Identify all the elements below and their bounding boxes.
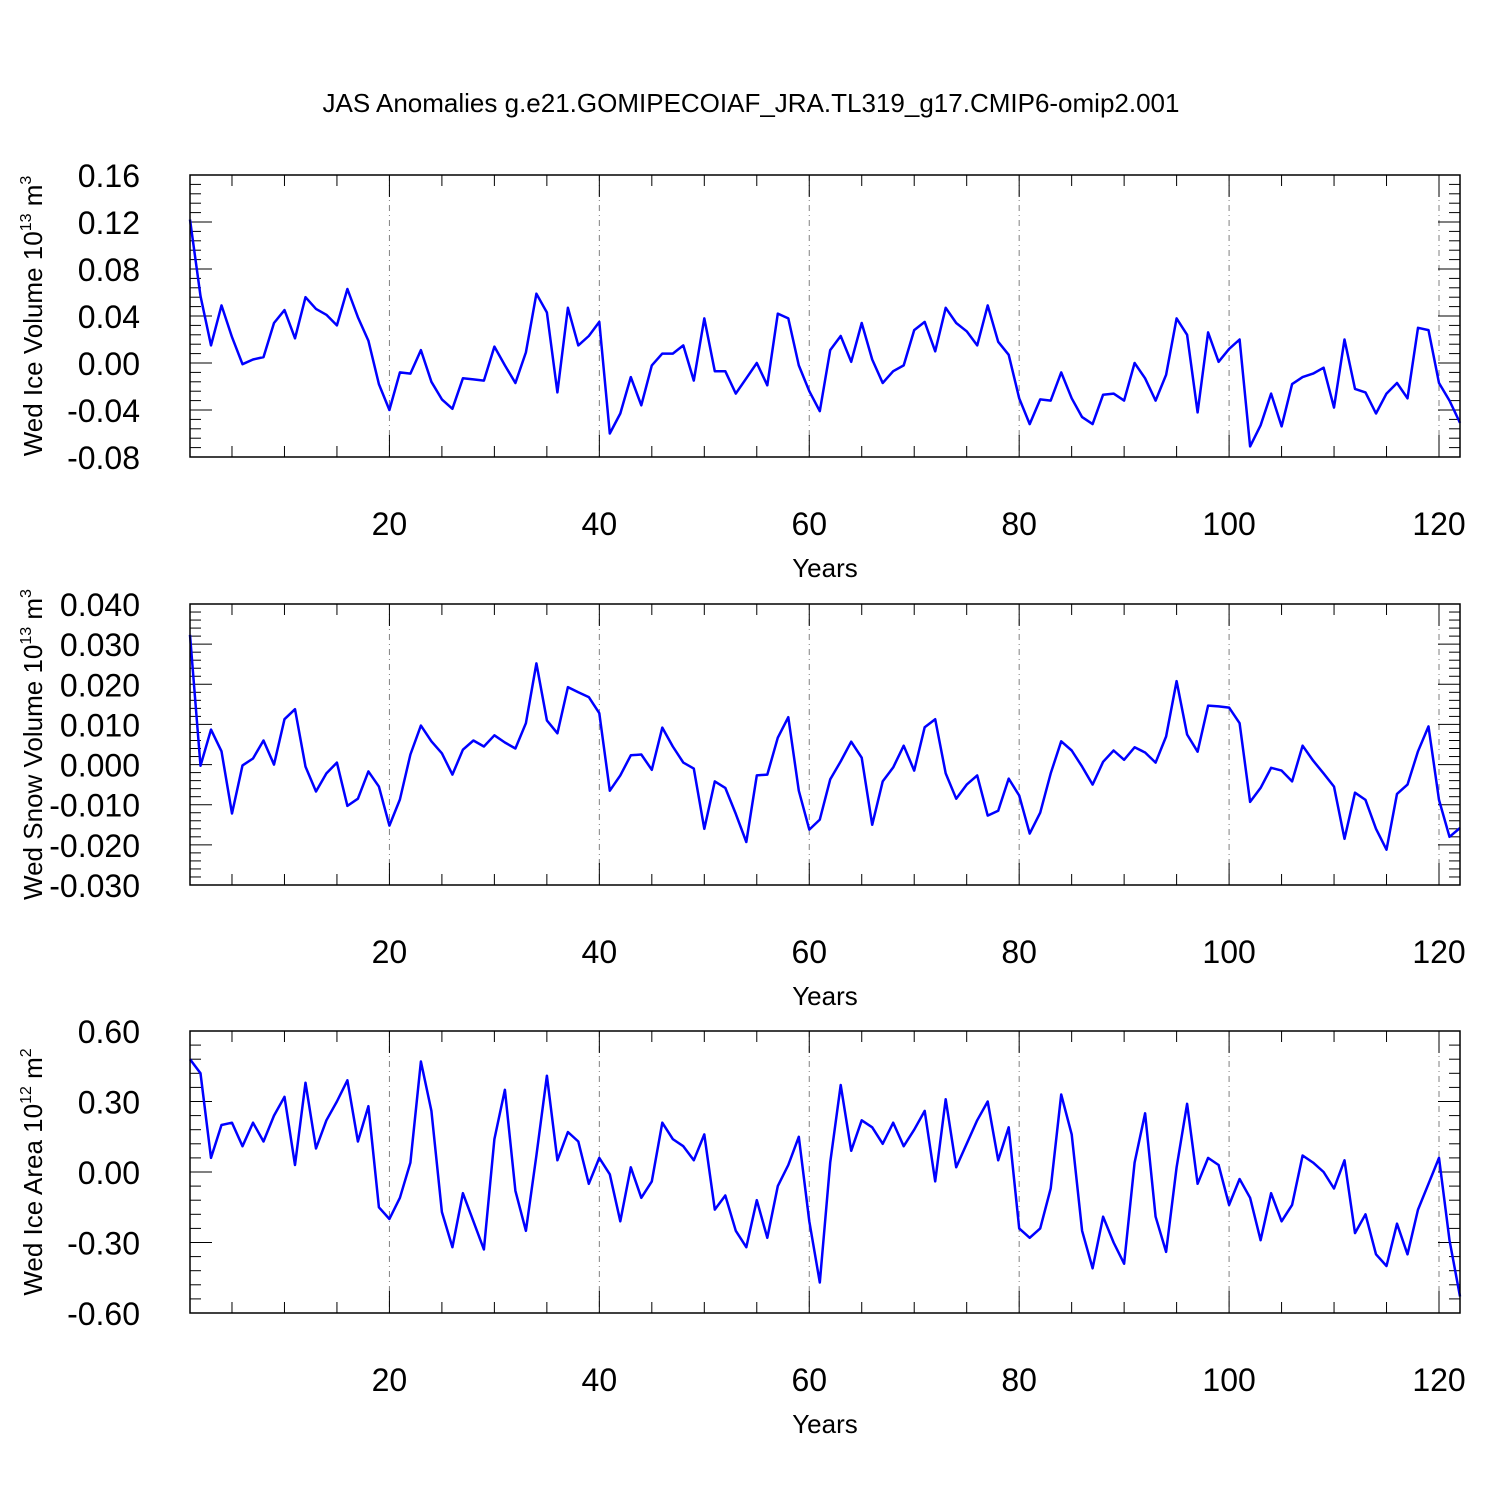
y-axis-label-superscript: 3 (18, 176, 35, 185)
x-tick-label: 80 (1001, 1362, 1037, 1398)
y-tick-label: -0.30 (67, 1226, 140, 1262)
y-axis-label-part: m (18, 185, 48, 214)
x-tick-label: 40 (582, 506, 618, 542)
x-tick-label: 120 (1412, 934, 1465, 970)
x-tick-label: 100 (1202, 506, 1255, 542)
x-axis-label: Years (792, 981, 858, 1011)
y-tick-label: 0.030 (60, 627, 140, 663)
y-tick-label: 0.60 (78, 1014, 140, 1050)
y-tick-label: 0.00 (78, 1155, 140, 1191)
y-tick-label: 0.12 (78, 205, 140, 241)
y-tick-label: -0.60 (67, 1296, 140, 1332)
x-tick-label: 100 (1202, 1362, 1255, 1398)
x-tick-label: 120 (1412, 506, 1465, 542)
chart-panel-1: 20 40 60 80 100 120 -0.08 -0.04 0.00 0.04 0.08 0.12… (18, 158, 1466, 583)
y-tick-label: 0.30 (78, 1085, 140, 1121)
y-tick-label: 0.010 (60, 707, 140, 743)
y-axis-label-part: m (18, 1057, 48, 1086)
y-axis-label-superscript: 2 (18, 1048, 35, 1057)
x-tick-label: 40 (582, 1362, 618, 1398)
y-tick-label: 0.00 (78, 346, 140, 382)
series-line (188, 219, 1462, 448)
y-axis-label-superscript: 13 (18, 627, 35, 645)
x-tick-label: 60 (791, 934, 827, 970)
x-tick-label: 80 (1001, 506, 1037, 542)
panels: 20 40 60 80 100 120 -0.08 -0.04 0.00 0.04 0.08 0.12… (18, 158, 1466, 1439)
y-axis-label: Wed Snow Volume 1013 m3 (18, 589, 48, 900)
y-tick-label: -0.020 (49, 828, 140, 864)
plot-frame (189, 174, 1461, 458)
y-axis-label-superscript: 12 (18, 1086, 35, 1104)
y-tick-label: 0.000 (60, 748, 140, 784)
y-axis-label-part: Wed Ice Volume 10 (18, 231, 48, 456)
chart-panel-3: 20 40 60 80 100 120 -0.60 -0.30 0.00 0.30 0.60 Year… (18, 1014, 1466, 1439)
x-tick-label: 20 (372, 1362, 408, 1398)
y-axis-label-part: Wed Ice Area 10 (18, 1104, 48, 1296)
chart-panel-2: 20 40 60 80 100 120 -0.030 -0.020 -0.010 0.000 0.0… (18, 587, 1466, 1011)
plot-frame (189, 1030, 1461, 1314)
y-axis-label: Wed Ice Volume 1013 m3 (18, 176, 48, 457)
y-axis-label-part: m (18, 598, 48, 627)
y-tick-label: 0.08 (78, 252, 140, 288)
x-tick-label: 80 (1001, 934, 1037, 970)
series-line (188, 634, 1461, 851)
y-axis-label-superscript: 3 (18, 589, 35, 598)
y-tick-label: -0.08 (67, 440, 140, 476)
y-tick-label: 0.04 (78, 299, 140, 335)
x-tick-label: 60 (791, 1362, 827, 1398)
x-tick-label: 20 (372, 934, 408, 970)
y-axis-label-part: Wed Snow Volume 10 (18, 645, 48, 900)
y-axis-label: Wed Ice Area 1012 m2 (18, 1048, 48, 1295)
x-axis-label: Years (792, 1409, 858, 1439)
x-tick-label: 100 (1202, 934, 1255, 970)
x-tick-label: 60 (791, 506, 827, 542)
y-tick-label: 0.020 (60, 667, 140, 703)
y-axis-label-superscript: 13 (18, 213, 35, 231)
y-tick-label: -0.04 (67, 393, 140, 429)
y-tick-label: -0.030 (49, 868, 140, 904)
x-tick-label: 20 (372, 506, 408, 542)
series-line (188, 1058, 1462, 1297)
y-tick-label: 0.040 (60, 587, 140, 623)
y-tick-label: 0.16 (78, 158, 140, 194)
plot-frame (189, 603, 1461, 886)
x-tick-label: 120 (1412, 1362, 1465, 1398)
x-tick-label: 40 (582, 934, 618, 970)
x-axis-label: Years (792, 553, 858, 583)
figure-title: JAS Anomalies g.e21.GOMIPECOIAF_JRA.TL31… (323, 88, 1180, 118)
y-tick-label: -0.010 (49, 788, 140, 824)
